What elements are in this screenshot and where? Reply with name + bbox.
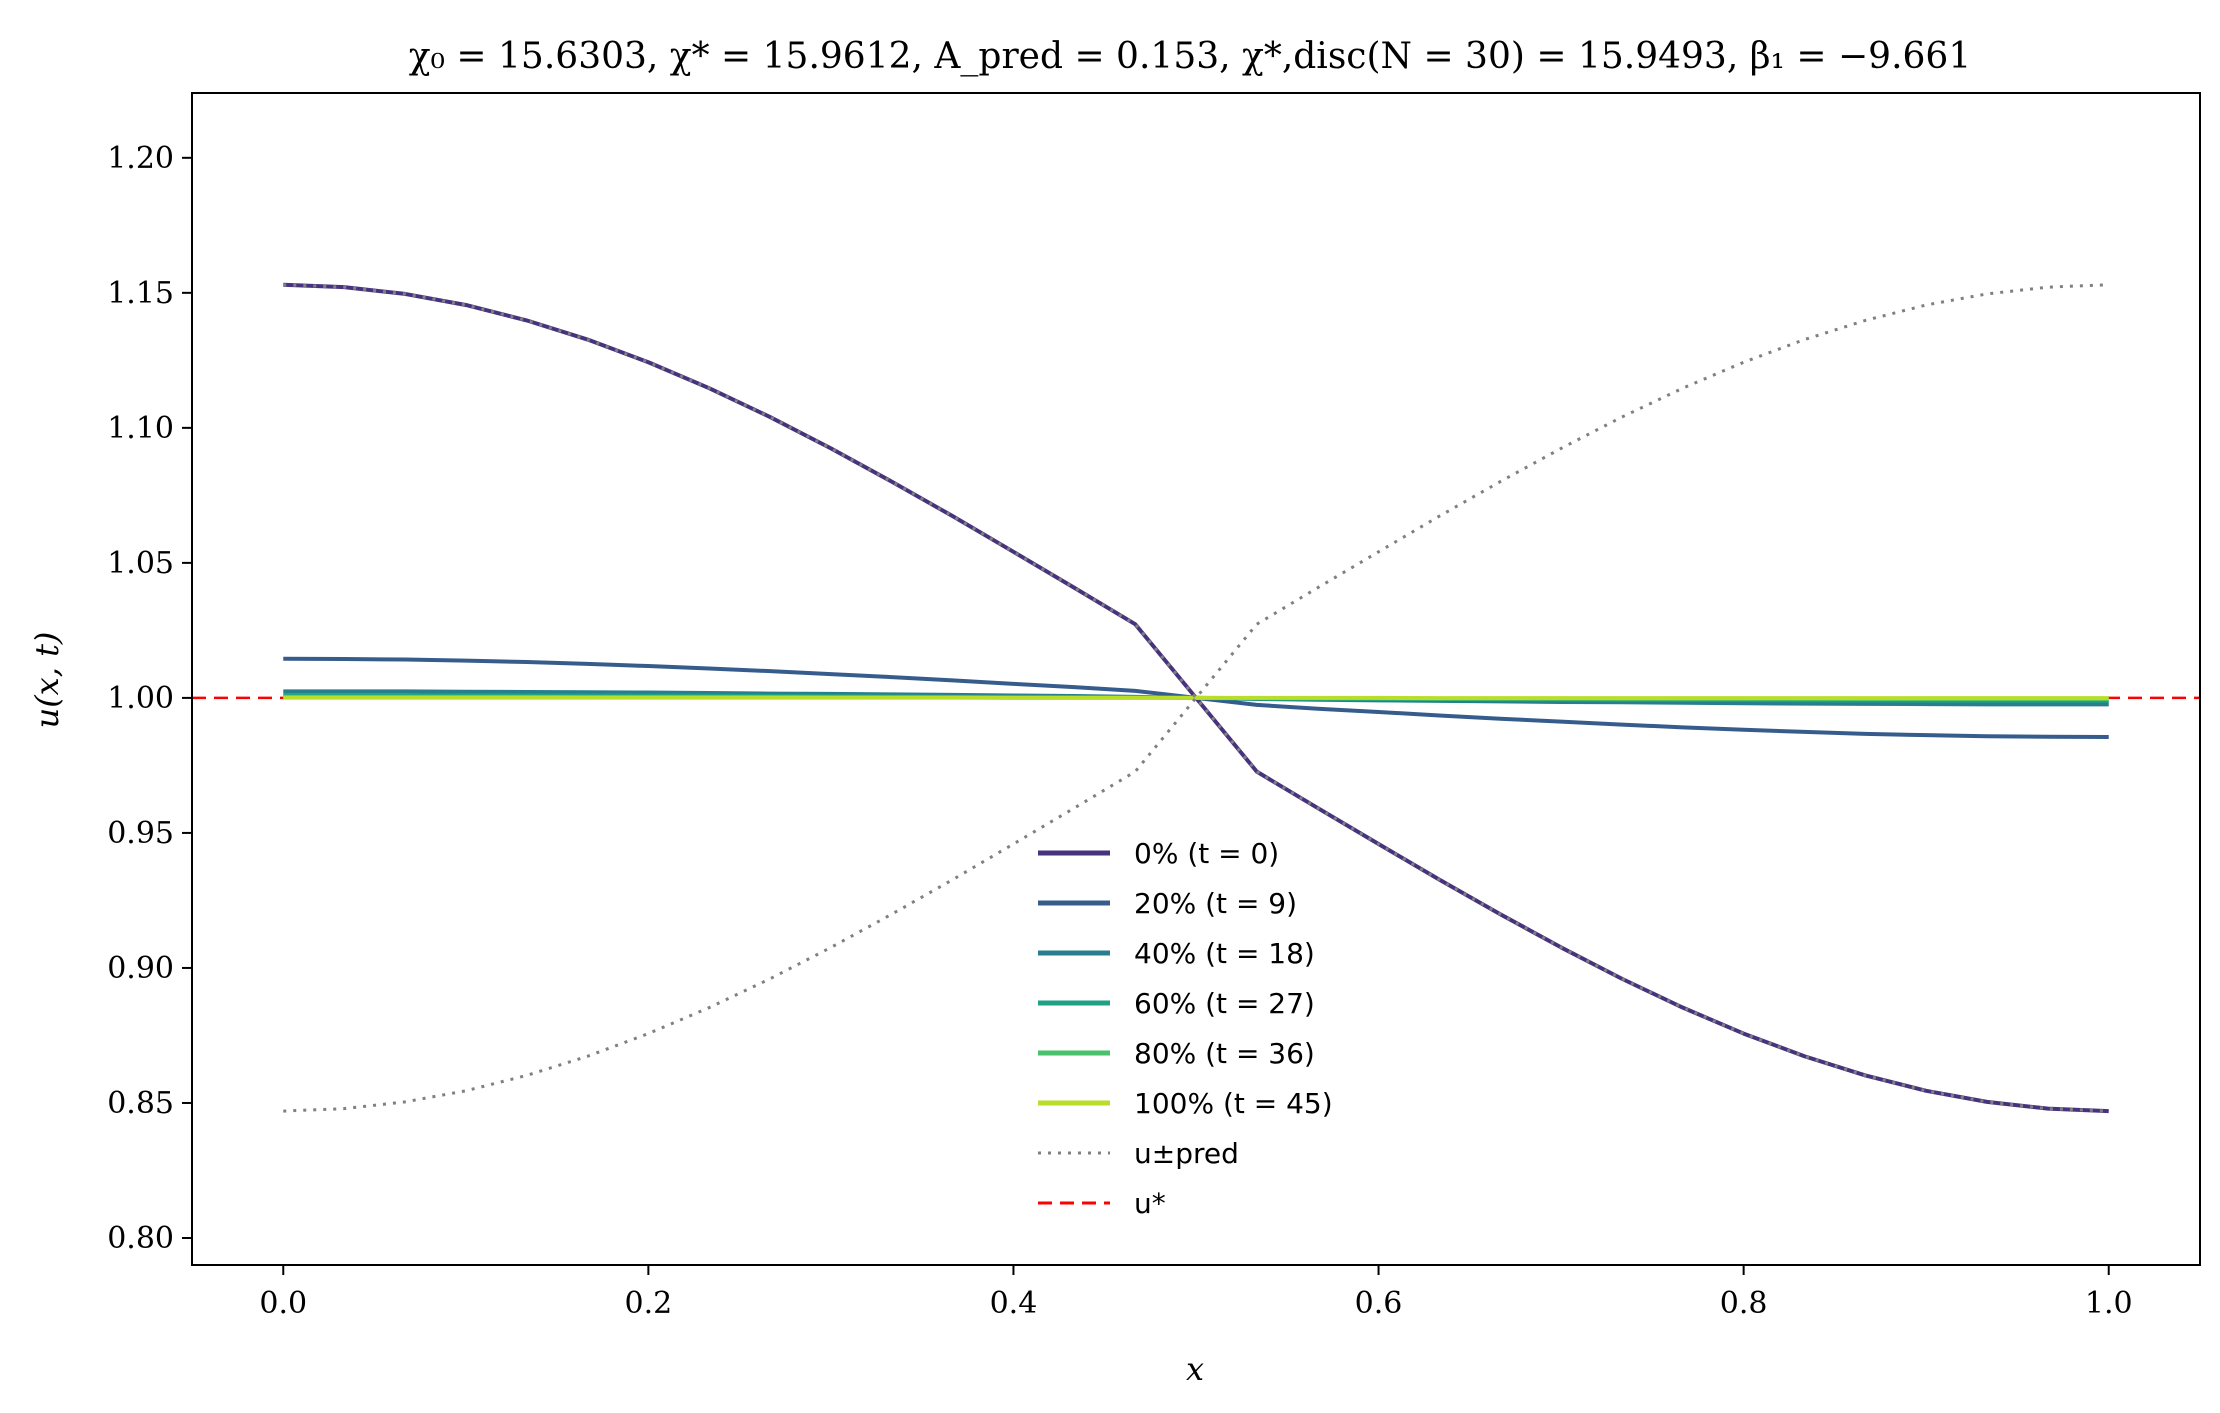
x-axis-label: x bbox=[1186, 1350, 1204, 1388]
legend: 0% (t = 0) 20% (t = 9) 40% (t = 18) 60% (t … bbox=[1038, 837, 1333, 1220]
legend-label: 60% (t = 27) bbox=[1134, 987, 1315, 1020]
legend-label: u* bbox=[1134, 1187, 1166, 1220]
x-tick-label: 1.0 bbox=[2085, 1286, 2133, 1321]
y-tick-label: 1.20 bbox=[107, 141, 174, 176]
legend-label: u±pred bbox=[1134, 1137, 1239, 1170]
x-tick-label: 0.2 bbox=[625, 1286, 673, 1321]
y-tick-label: 1.15 bbox=[107, 276, 174, 311]
y-tick-label: 1.10 bbox=[107, 411, 174, 446]
legend-label: 20% (t = 9) bbox=[1134, 887, 1297, 920]
plot-frame bbox=[191, 92, 2201, 1266]
legend-label: 40% (t = 18) bbox=[1134, 937, 1315, 970]
legend-label: 80% (t = 36) bbox=[1134, 1037, 1315, 1070]
plot-area bbox=[192, 282, 2200, 1114]
chart-title: χ₀ = 15.6303, χ* = 15.9612, A_pred = 0.1… bbox=[409, 36, 1972, 77]
y-axis: 0.80 0.85 0.90 0.95 1.00 1.05 1.10 1.15 1.20 bbox=[107, 141, 192, 1256]
x-tick-label: 0.4 bbox=[990, 1286, 1038, 1321]
y-tick-label: 0.90 bbox=[107, 951, 174, 986]
legend-label: 0% (t = 0) bbox=[1134, 837, 1279, 870]
y-tick-label: 0.80 bbox=[107, 1221, 174, 1256]
legend-label: 100% (t = 45) bbox=[1134, 1087, 1333, 1120]
x-tick-label: 0.6 bbox=[1355, 1286, 1403, 1321]
series-line-7 bbox=[283, 283, 2109, 1113]
y-tick-label: 0.95 bbox=[107, 816, 174, 851]
x-axis: 0.0 0.2 0.4 0.6 0.8 1.0 bbox=[259, 1265, 2133, 1321]
x-tick-label: 0.0 bbox=[259, 1286, 307, 1321]
series-line-6 bbox=[283, 283, 2109, 1113]
y-tick-label: 1.05 bbox=[107, 546, 174, 581]
y-tick-label: 1.00 bbox=[107, 681, 174, 716]
series-line-5 bbox=[283, 695, 2109, 701]
x-tick-label: 0.8 bbox=[1720, 1286, 1768, 1321]
y-tick-label: 0.85 bbox=[107, 1086, 174, 1121]
y-axis-label: u(x, t) bbox=[28, 632, 66, 729]
